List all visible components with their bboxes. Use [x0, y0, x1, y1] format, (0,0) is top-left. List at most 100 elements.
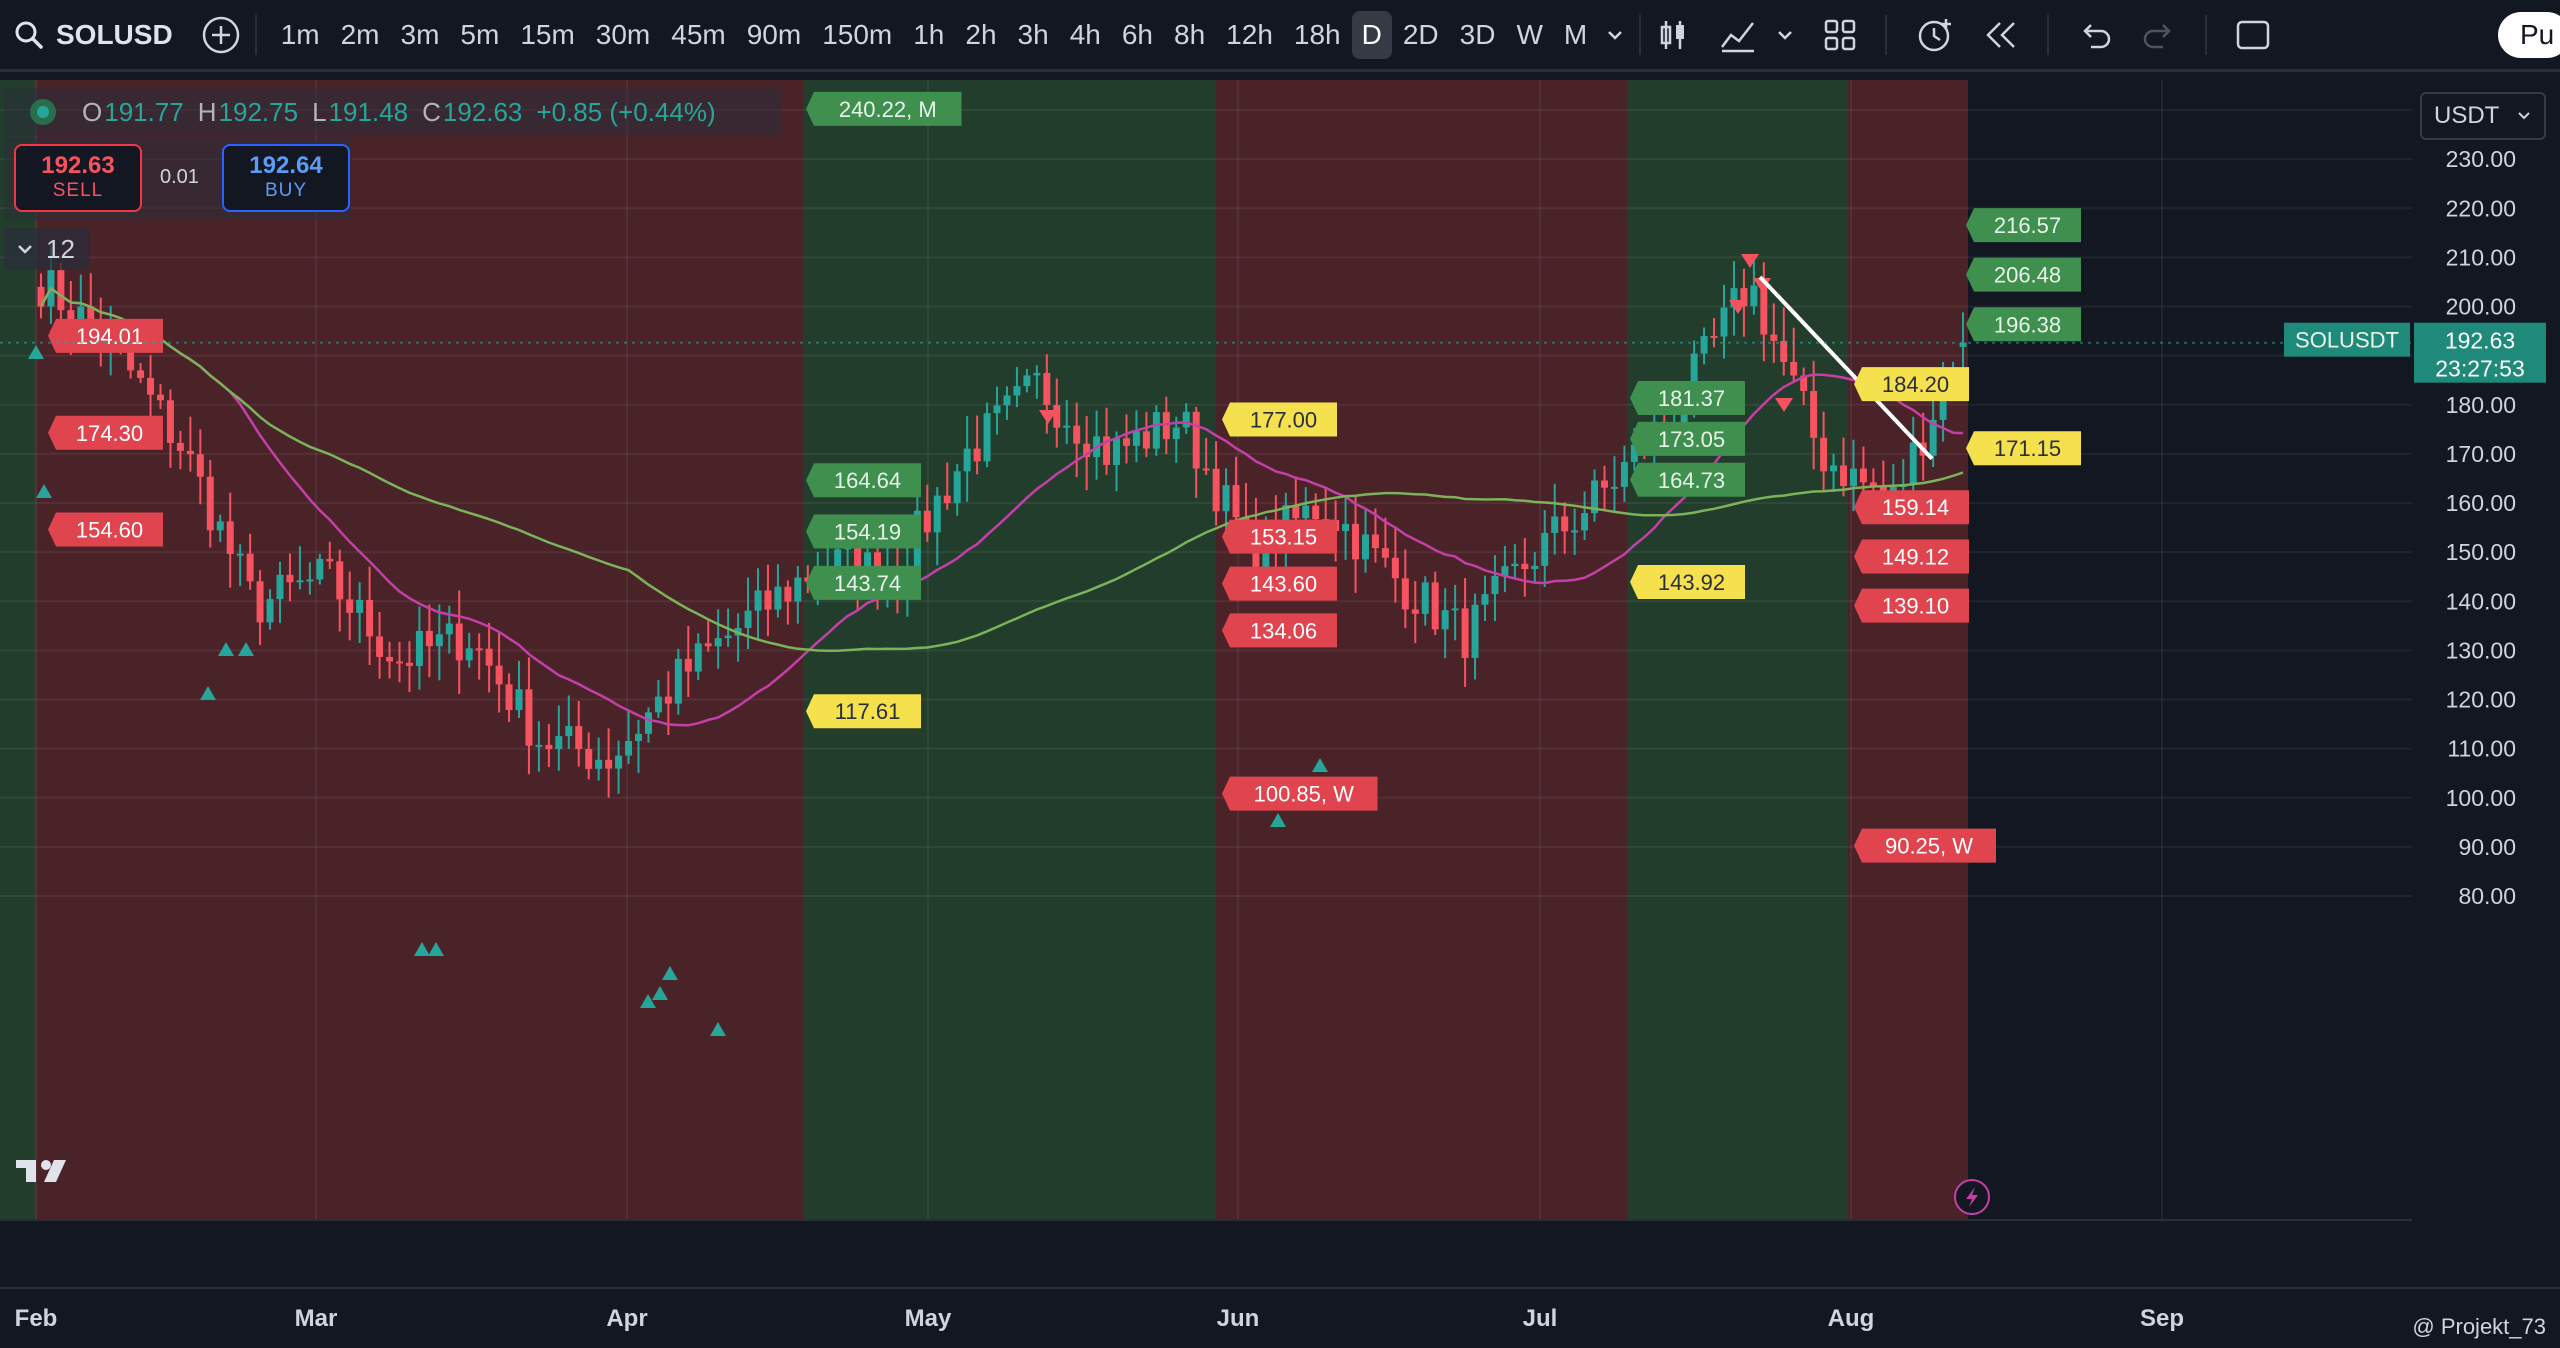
candle-body — [794, 577, 802, 602]
price-chart[interactable]: 240.22, M 216.57 206.48 196.38 194.01 184.20 1… — [0, 72, 2560, 1348]
high-value: 192.75 — [218, 96, 299, 127]
candle-body — [1909, 442, 1917, 485]
author-watermark: @ Projekt_73 — [2412, 1314, 2546, 1339]
candle-body — [196, 454, 204, 477]
timeframe-dropdown[interactable] — [1605, 25, 1625, 45]
level-label: 154.19 — [806, 514, 921, 549]
level-label-bg — [806, 91, 962, 126]
x-tick-label: Jun — [1217, 1305, 1260, 1332]
low-value: 191.48 — [328, 96, 409, 127]
level-label-text: 216.57 — [1994, 213, 2061, 238]
level-label: 143.92 — [1630, 564, 1745, 599]
timeframe-M[interactable]: M — [1563, 18, 1588, 50]
level-label-bg — [1222, 613, 1337, 648]
toolbar-divider — [1885, 14, 1888, 55]
y-tick-label: 150.00 — [2446, 539, 2516, 565]
timeframe-4h[interactable]: 4h — [1069, 18, 1101, 50]
redo-icon[interactable] — [2141, 17, 2177, 53]
candle-body — [505, 684, 513, 711]
timeframe-5m[interactable]: 5m — [460, 18, 500, 50]
candle-body — [635, 733, 642, 741]
symbol-search[interactable]: SOLUSD — [0, 0, 173, 71]
candle-body — [1849, 468, 1857, 487]
toolbar-divider — [2205, 14, 2208, 55]
timeframe-90m[interactable]: 90m — [746, 18, 802, 50]
symbol-tag-text: SOLUSDT — [2295, 328, 2399, 353]
timeframe-D[interactable]: D — [1351, 10, 1392, 59]
y-tick-label: 180.00 — [2446, 392, 2516, 418]
fullscreen-icon[interactable] — [2235, 17, 2271, 53]
indicators-button[interactable] — [1719, 17, 1795, 53]
price-tag-value: 192.63 — [2445, 328, 2515, 354]
y-tick-label: 170.00 — [2446, 441, 2516, 467]
candle-body — [1571, 530, 1579, 533]
timeframe-15m[interactable]: 15m — [520, 18, 575, 50]
candle-body — [1720, 307, 1728, 337]
level-label-text: 139.10 — [1882, 594, 1949, 619]
search-icon — [15, 21, 43, 49]
candle-body — [435, 634, 443, 647]
buy-signal-marker — [662, 966, 678, 980]
level-label: 143.60 — [1222, 566, 1337, 601]
timeframe-12h[interactable]: 12h — [1226, 18, 1273, 50]
lightning-icon[interactable] — [1954, 1179, 1990, 1215]
candle-body — [147, 377, 155, 395]
sell-signal-marker — [1741, 254, 1759, 268]
level-label-text: 159.14 — [1882, 495, 1949, 520]
price-axis[interactable]: 80.00 90.00 100.00 110.00 120.00 130.00 140.00… — [2412, 72, 2560, 1348]
candle-body — [1859, 468, 1867, 483]
timeframe-3D[interactable]: 3D — [1459, 18, 1496, 50]
undo-icon[interactable] — [2077, 17, 2113, 53]
alert-icon[interactable] — [1915, 15, 1955, 55]
symbol-tag-bg — [2284, 322, 2410, 357]
timeframe-3m[interactable]: 3m — [400, 18, 440, 50]
currency-select[interactable]: USDT — [2420, 92, 2546, 140]
candle-body — [784, 586, 792, 602]
timeframe-2h[interactable]: 2h — [965, 18, 997, 50]
candles-icon[interactable] — [1655, 17, 1691, 53]
timeframe-6h[interactable]: 6h — [1121, 18, 1154, 50]
candle-body — [67, 310, 75, 323]
time-axis[interactable]: Feb Mar Apr May Jun Jul Aug Sep — [0, 1222, 2560, 1348]
layout-icon[interactable] — [1823, 18, 1857, 52]
candle-body — [1312, 505, 1320, 520]
price-tag-countdown: 23:27:53 — [2435, 356, 2525, 382]
candle-body — [376, 636, 384, 657]
level-label: 194.01 — [48, 318, 163, 353]
candle-body — [137, 370, 145, 378]
timeframe-150m[interactable]: 150m — [822, 18, 893, 50]
buy-signal-marker — [640, 994, 656, 1008]
level-label-text: 164.64 — [834, 468, 901, 493]
publish-button[interactable]: Pu — [2498, 12, 2560, 58]
indicators-toggle[interactable]: 12 — [4, 228, 90, 270]
candle-body — [933, 495, 941, 533]
sell-button[interactable]: 192.63 SELL — [14, 144, 142, 212]
timeframe-8h[interactable]: 8h — [1174, 18, 1206, 50]
timeframe-1m[interactable]: 1m — [280, 18, 320, 50]
timeframe-2m[interactable]: 2m — [340, 18, 380, 50]
timeframe-3h[interactable]: 3h — [1017, 18, 1049, 50]
timeframe-W[interactable]: W — [1516, 18, 1543, 50]
candle-body — [415, 630, 423, 666]
trend-line[interactable] — [1758, 275, 1934, 461]
compare-symbol-button[interactable] — [201, 15, 241, 55]
timeframe-2D[interactable]: 2D — [1402, 18, 1439, 50]
timeframe-18h[interactable]: 18h — [1293, 18, 1341, 50]
timeframe-1h[interactable]: 1h — [913, 18, 945, 50]
candle-body — [156, 394, 164, 401]
candle-body — [1371, 534, 1379, 549]
sell-signal-marker — [1775, 398, 1793, 412]
candle-body — [1810, 390, 1818, 438]
candle-body — [236, 553, 244, 556]
level-label: 134.06 — [1222, 613, 1337, 648]
replay-icon[interactable] — [1983, 17, 2019, 53]
close-key: C — [422, 96, 441, 127]
candle-body — [1481, 594, 1489, 605]
level-label-bg — [1854, 828, 1996, 863]
timeframe-30m[interactable]: 30m — [595, 18, 651, 50]
level-label: 164.64 — [806, 463, 921, 498]
buy-button[interactable]: 192.64 BUY — [222, 144, 350, 212]
candle-body — [1212, 468, 1220, 512]
timeframe-45m[interactable]: 45m — [671, 18, 726, 50]
candle-body — [1581, 513, 1589, 531]
